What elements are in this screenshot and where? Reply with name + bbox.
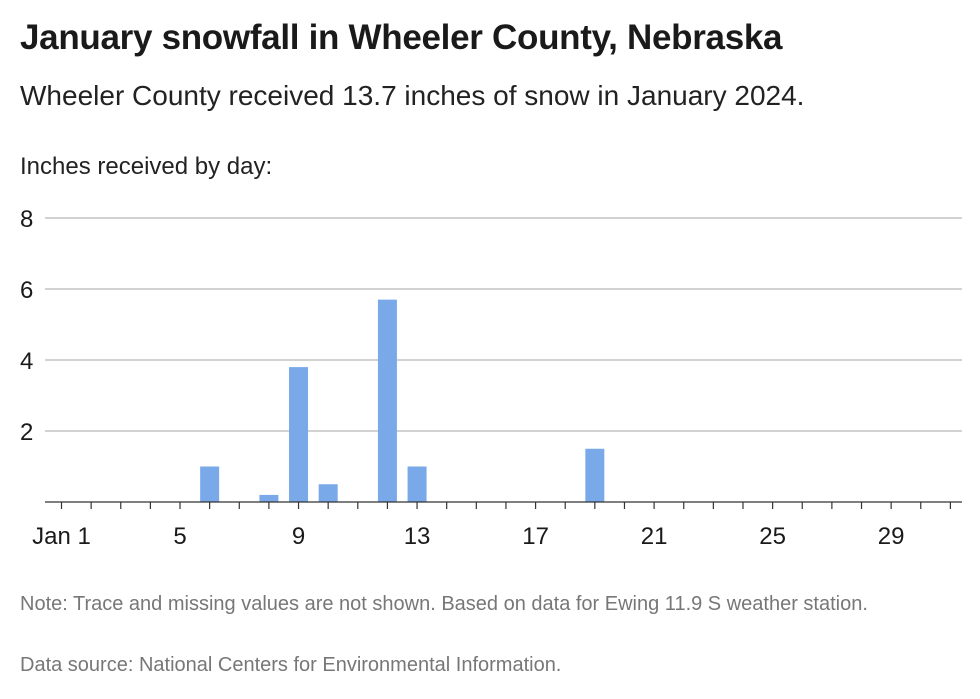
x-tick-label-13: 13: [404, 523, 431, 550]
y-tick-8: 8: [20, 206, 33, 233]
x-tick-label-1: Jan 1: [32, 523, 91, 550]
y-tick-4: 4: [20, 348, 33, 375]
x-tick-label-5: 5: [173, 523, 186, 550]
y-tick-6: 6: [20, 277, 33, 304]
bar-jan-6: [200, 466, 220, 502]
bar-jan-19: [585, 448, 605, 502]
x-tick-label-17: 17: [522, 523, 549, 550]
chart-subtitle: Wheeler County received 13.7 inches of s…: [20, 80, 805, 111]
chart-title: January snowfall in Wheeler County, Nebr…: [20, 18, 783, 57]
chart-note: Note: Trace and missing values are not s…: [20, 593, 868, 615]
y-axis-label: Inches received by day:: [20, 153, 273, 180]
y-tick-labels: 2 4 6 8: [20, 206, 33, 446]
snowfall-bar-chart: 2 4 6 8 Jan 1 5 9 13 17 21 25 29: [20, 206, 962, 550]
bar-jan-12: [377, 299, 397, 502]
bar-jan-8: [259, 494, 279, 502]
data-source: Data source: National Centers for Enviro…: [20, 654, 562, 676]
x-tick-label-25: 25: [759, 523, 786, 550]
bars: [200, 299, 605, 502]
x-axis: [45, 501, 962, 509]
bar-jan-13: [407, 466, 427, 502]
x-tick-label-21: 21: [641, 523, 668, 550]
gridlines: [45, 217, 962, 432]
y-tick-2: 2: [20, 419, 33, 446]
bar-jan-10: [318, 484, 338, 502]
x-tick-label-9: 9: [292, 523, 305, 550]
x-tick-labels: Jan 1 5 9 13 17 21 25 29: [32, 523, 904, 550]
bar-jan-9: [289, 367, 309, 502]
x-tick-label-29: 29: [878, 523, 905, 550]
